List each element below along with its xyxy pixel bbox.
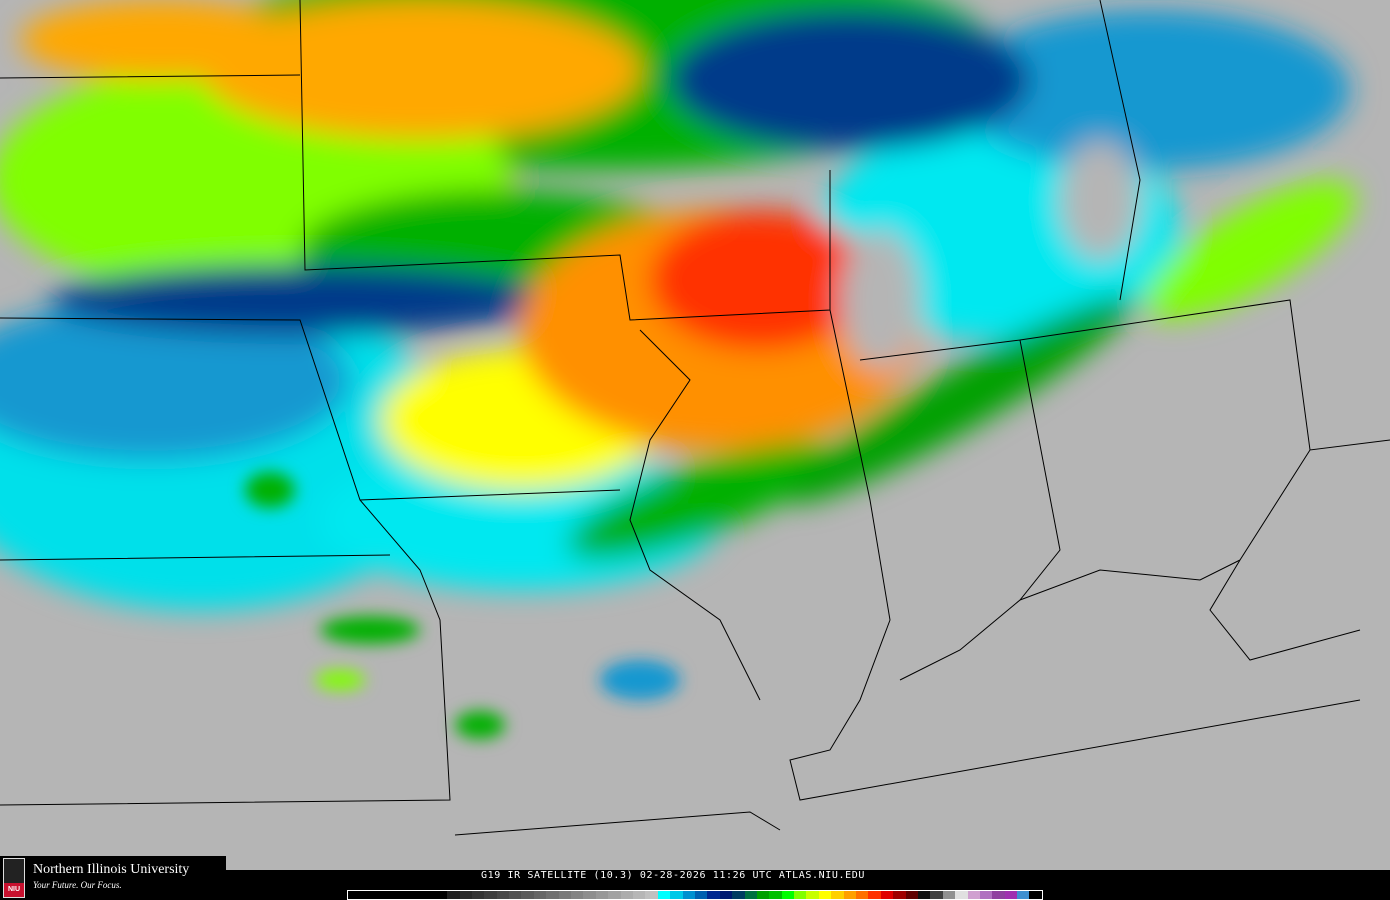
colorbar-segment	[385, 891, 398, 899]
colorbar-segment	[447, 891, 460, 899]
university-name: Northern Illinois University	[33, 862, 190, 877]
isolated-cells	[245, 472, 680, 739]
colorbar-segment	[608, 891, 621, 899]
colorbar-segment	[756, 891, 770, 899]
colorbar-segment	[546, 891, 559, 899]
colorbar-segment	[831, 891, 844, 899]
colorbar-segment	[670, 891, 683, 899]
colorbar-segment	[732, 891, 745, 899]
image-caption: G19 IR SATELLITE (10.3) 02-28-2026 11:26…	[481, 870, 865, 881]
cloud-field	[0, 0, 1356, 610]
niu-seal-icon: NIU	[3, 858, 25, 898]
colorbar-segment	[409, 891, 423, 899]
colorbar-segment	[459, 891, 472, 899]
colorbar-segment	[856, 891, 869, 899]
colorbar-segment	[422, 891, 435, 899]
niu-seal-text: NIU	[4, 883, 24, 897]
colorbar-segment	[360, 891, 373, 899]
colorbar-segment	[434, 891, 448, 899]
colorbar-segment	[484, 891, 497, 899]
colorbar-segment	[942, 891, 956, 899]
colorbar-segment	[509, 891, 522, 899]
colorbar-segment	[632, 891, 646, 899]
colorbar-segment	[558, 891, 572, 899]
colorbar-segment	[533, 891, 547, 899]
colorbar-segment	[818, 891, 832, 899]
colorbar-segment	[992, 891, 1005, 899]
colorbar-segment	[905, 891, 918, 899]
state-borders	[0, 0, 1390, 836]
university-tagline: Your Future. Our Focus.	[33, 880, 122, 890]
colorbar-segment	[645, 891, 658, 899]
colorbar-segment	[744, 891, 757, 899]
colorbar-segment	[893, 891, 906, 899]
colorbar-segment	[930, 891, 943, 899]
temperature-colorbar	[347, 890, 1043, 900]
colorbar-segment	[583, 891, 596, 899]
colorbar-segment	[372, 891, 386, 899]
colorbar-segment	[843, 891, 857, 899]
colorbar-segment	[1017, 891, 1030, 899]
colorbar-segment	[682, 891, 695, 899]
colorbar-segment	[979, 891, 993, 899]
colorbar-segment	[694, 891, 708, 899]
niu-logo: NIU Northern Illinois University Your Fu…	[0, 856, 226, 900]
colorbar-segment	[1029, 891, 1042, 899]
colorbar-segment	[719, 891, 733, 899]
colorbar-segment	[794, 891, 807, 899]
colorbar-segment	[471, 891, 485, 899]
colorbar-segment	[806, 891, 819, 899]
colorbar-segment	[955, 891, 968, 899]
ir-satellite-map	[0, 0, 1390, 836]
colorbar-segment	[880, 891, 894, 899]
colorbar-segment	[657, 891, 671, 899]
colorbar-segment	[595, 891, 609, 899]
colorbar-segment	[571, 891, 584, 899]
colorbar-segment	[348, 891, 361, 899]
colorbar-segment	[707, 891, 720, 899]
colorbar-segment	[917, 891, 931, 899]
colorbar-segment	[496, 891, 510, 899]
colorbar-segment	[769, 891, 782, 899]
colorbar-segment	[967, 891, 980, 899]
colorbar-segment	[781, 891, 795, 899]
colorbar-segment	[397, 891, 410, 899]
colorbar-segment	[1004, 891, 1018, 899]
colorbar-segment	[868, 891, 881, 899]
colorbar-segment	[521, 891, 534, 899]
colorbar-segment	[620, 891, 633, 899]
